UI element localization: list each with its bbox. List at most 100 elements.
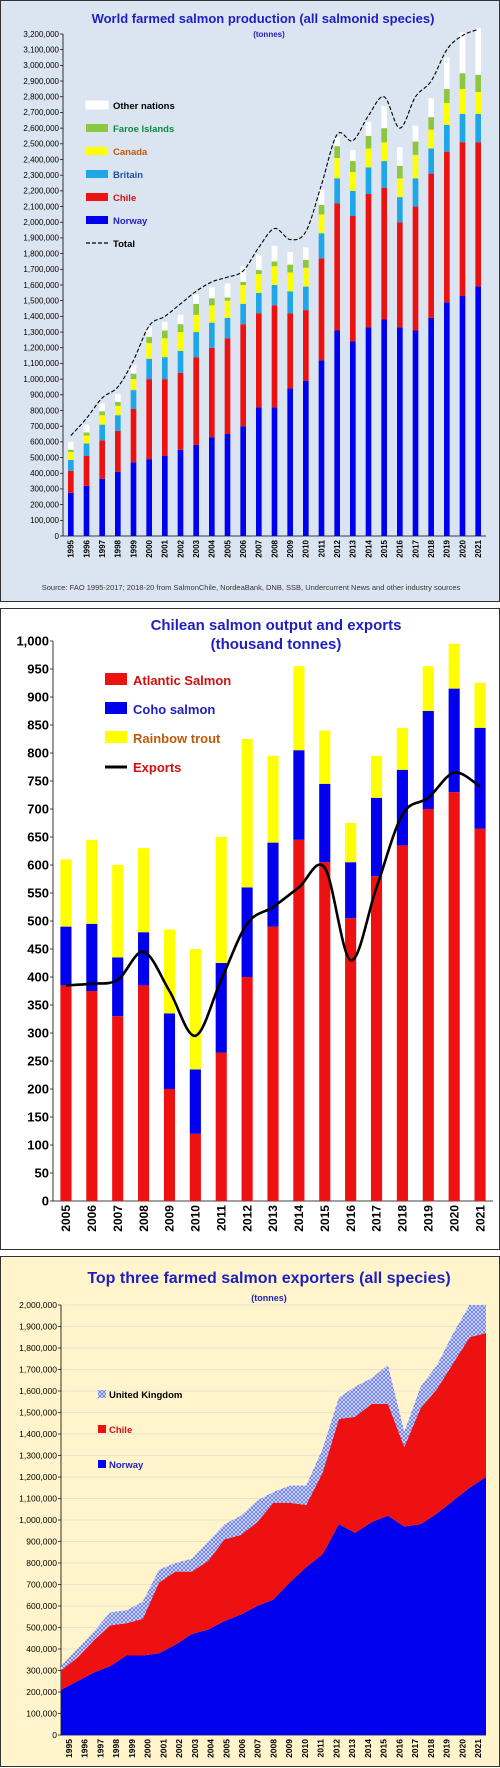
bar-segment [240, 281, 246, 285]
y-tick-label: 150 [27, 1110, 49, 1125]
y-tick-label: 0 [42, 1194, 49, 1209]
x-tick-label: 1996 [82, 539, 91, 557]
y-tick-label: 2,300,000 [23, 171, 59, 180]
top-exporters-panel: Top three farmed salmon exporters (all s… [0, 1256, 500, 1767]
bar-segment [459, 73, 466, 89]
bar-segment [459, 32, 466, 74]
x-tick-label: 2007 [253, 1739, 263, 1758]
x-tick-label: 2018 [396, 1205, 410, 1232]
y-tick-label: 1,400,000 [23, 312, 59, 321]
legend-swatch [86, 170, 108, 178]
chart-title: Top three farmed salmon exporters (all s… [87, 1270, 450, 1287]
bar-segment [115, 430, 121, 472]
x-tick-label: 2016 [394, 1739, 404, 1758]
bar-segment [209, 287, 215, 299]
x-tick-label: 2007 [255, 539, 264, 557]
bar-segment [193, 314, 199, 333]
legend-swatch [98, 1460, 106, 1468]
bar-segment [287, 313, 293, 389]
x-tick-label: 2005 [59, 1205, 73, 1232]
bar-segment [68, 470, 74, 493]
bar-segment [428, 173, 434, 318]
x-tick-label: 2019 [442, 1739, 452, 1758]
legend-label: Other nations [113, 101, 175, 112]
bar-segment [303, 286, 309, 311]
y-tick-label: 2,500,000 [23, 140, 59, 149]
bar-segment [271, 245, 278, 262]
bar-segment [271, 305, 278, 408]
y-tick-label: 100,000 [30, 516, 59, 525]
legend-swatch [105, 702, 127, 714]
bar-segment [448, 688, 460, 793]
bar-segment [60, 985, 72, 1201]
bar-segment [334, 203, 340, 331]
x-tick-label: 2020 [457, 1739, 467, 1758]
bar-segment [350, 215, 356, 342]
bar-segment [318, 189, 325, 205]
x-tick-label: 2018 [427, 539, 436, 557]
bar-segment [475, 142, 481, 287]
bar-segment [162, 455, 168, 536]
x-tick-label: 2017 [410, 1739, 420, 1758]
bar-segment [99, 440, 105, 479]
x-tick-label: 2020 [447, 1205, 461, 1232]
legend-label: Rainbow trout [133, 731, 221, 746]
chilean-output-panel: Chilean salmon output and exports (thous… [0, 608, 500, 1250]
y-tick-label: 1,900,000 [23, 234, 59, 243]
y-tick-label: 550 [27, 886, 49, 901]
bar-segment [319, 862, 331, 1201]
bar-segment [319, 730, 331, 784]
bar-segment [68, 441, 74, 450]
bar-segment [189, 1069, 201, 1134]
legend-swatch [85, 100, 109, 110]
y-tick-label: 1,500,000 [19, 1407, 57, 1417]
x-tick-label: 2002 [174, 1739, 184, 1758]
bar-segment [209, 298, 215, 306]
bar-segment [381, 161, 387, 188]
x-tick-label: 2000 [143, 1739, 153, 1758]
bar-segment [271, 407, 278, 536]
bar-segment [60, 926, 72, 986]
y-tick-label: 700,000 [30, 422, 59, 431]
y-tick-label: 750 [27, 774, 49, 789]
x-tick-label: 2021 [473, 1739, 483, 1758]
y-tick-label: 400,000 [26, 1644, 57, 1654]
bar-segment [412, 330, 419, 536]
x-tick-label: 2010 [302, 539, 311, 557]
bar-segment [209, 437, 215, 536]
y-tick-label: 800,000 [30, 406, 59, 415]
area-norway [61, 1477, 486, 1735]
x-tick-label: 2019 [421, 1205, 435, 1232]
bar-segment [287, 264, 293, 273]
bar-segment [412, 125, 419, 142]
bar-segment [163, 1013, 176, 1089]
bar-segment [271, 261, 278, 267]
legend-label: Faroe Islands [113, 124, 174, 135]
bar-segment [422, 711, 434, 809]
x-tick-label: 1995 [67, 539, 76, 557]
y-tick-label: 2,400,000 [23, 155, 59, 164]
bar-segment [428, 117, 434, 130]
x-tick-label: 1999 [127, 1739, 137, 1758]
legend-label: Norway [109, 1460, 144, 1471]
bar-segment [256, 274, 262, 293]
x-tick-label: 2001 [158, 1739, 168, 1758]
legend-label: Canada [113, 147, 148, 158]
legend-label: Britain [113, 170, 143, 181]
y-tick-label: 1,000,000 [19, 1515, 57, 1525]
bar-segment [138, 848, 150, 933]
y-tick-label: 2,900,000 [23, 77, 59, 86]
bar-segment [241, 887, 253, 977]
bar-segment [293, 666, 305, 751]
bar-segment [68, 459, 74, 471]
bar-segment [475, 114, 481, 143]
bar-segment [209, 305, 215, 323]
bar-segment [256, 254, 262, 271]
y-tick-label: 200 [27, 1082, 49, 1097]
bar-segment [60, 859, 72, 927]
bar-segment [370, 876, 383, 1201]
bar-segment [146, 327, 152, 337]
y-tick-label: 600,000 [30, 438, 59, 447]
x-tick-label: 2006 [85, 1205, 99, 1232]
bar-segment [318, 233, 325, 259]
